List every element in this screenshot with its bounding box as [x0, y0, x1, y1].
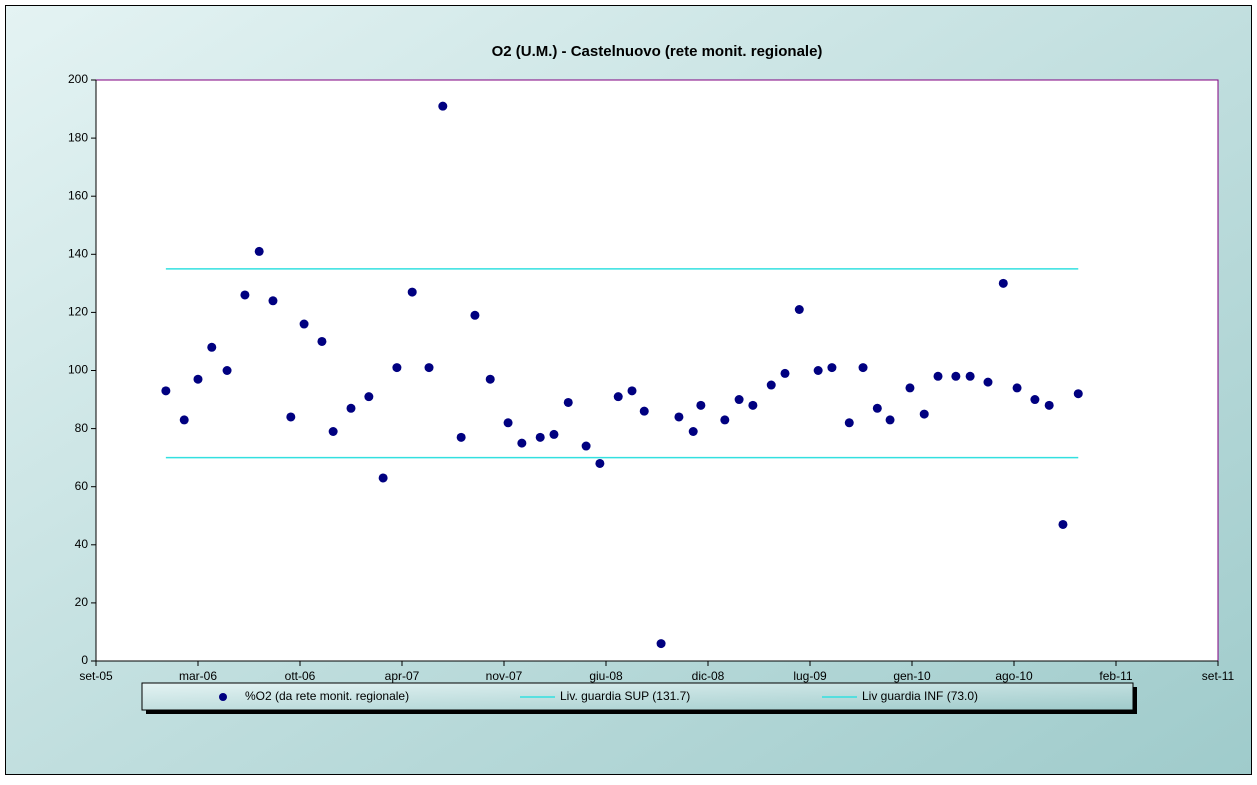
data-point: [656, 639, 666, 649]
data-point: [317, 336, 327, 346]
data-point: [766, 380, 776, 390]
x-tick-label: ott-06: [285, 669, 316, 683]
data-point: [1073, 389, 1083, 399]
data-point: [951, 371, 961, 381]
x-tick-label: feb-11: [1099, 669, 1132, 683]
data-point: [1030, 395, 1040, 405]
data-point: [535, 432, 545, 442]
data-point: [794, 304, 804, 314]
y-tick-label: 0: [81, 653, 88, 667]
data-point: [858, 363, 868, 373]
data-point: [1058, 519, 1068, 529]
y-tick-label: 120: [68, 305, 88, 319]
data-point: [1012, 383, 1022, 393]
x-tick-label: giu-08: [589, 669, 623, 683]
data-point: [161, 386, 171, 396]
data-point: [780, 368, 790, 378]
data-point: [627, 386, 637, 396]
data-point: [328, 427, 338, 437]
legend-label: %O2 (da rete monit. regionale): [245, 689, 409, 703]
data-point: [240, 290, 250, 300]
data-point: [378, 473, 388, 483]
x-tick-label: dic-08: [692, 669, 725, 683]
y-tick-label: 100: [68, 363, 88, 377]
x-tick-label: nov-07: [486, 669, 523, 683]
x-tick-label: gen-10: [893, 669, 931, 683]
data-point: [254, 246, 264, 256]
data-point: [998, 278, 1008, 288]
data-point: [485, 374, 495, 384]
data-point: [222, 366, 232, 375]
data-point: [299, 319, 309, 329]
data-point: [503, 418, 513, 428]
data-point: [563, 397, 573, 407]
chart-title: O2 (U.M.) - Castelnuovo (rete monit. reg…: [492, 43, 823, 60]
y-tick-label: 60: [75, 479, 89, 493]
legend-label: Liv. guardia SUP (131.7): [560, 689, 690, 703]
data-point: [613, 392, 623, 402]
data-point: [674, 412, 684, 422]
data-point: [919, 409, 929, 419]
data-point: [813, 366, 823, 375]
y-tick-label: 200: [68, 72, 88, 86]
data-point: [286, 412, 296, 422]
data-point: [179, 415, 189, 425]
data-point: [549, 429, 559, 439]
data-point: [424, 363, 434, 373]
y-tick-label: 80: [75, 421, 89, 435]
data-point: [595, 458, 605, 468]
y-tick-label: 160: [68, 188, 88, 202]
data-point: [734, 395, 744, 405]
data-point: [720, 415, 730, 425]
data-point: [581, 441, 591, 451]
x-tick-label: ago-10: [995, 669, 1033, 683]
y-tick-label: 20: [75, 595, 89, 609]
x-tick-label: apr-07: [385, 669, 420, 683]
data-point: [193, 374, 203, 384]
legend-label: Liv guardia INF (73.0): [862, 689, 978, 703]
x-tick-label: set-11: [1202, 669, 1235, 683]
data-point: [407, 287, 417, 297]
data-point: [696, 400, 706, 410]
data-point: [933, 371, 943, 381]
y-tick-label: 140: [68, 246, 88, 260]
y-tick-label: 40: [75, 537, 89, 551]
data-point: [885, 415, 895, 425]
data-point: [639, 406, 649, 416]
data-point: [392, 363, 402, 373]
plot-area: [95, 79, 1219, 662]
data-point: [688, 427, 698, 437]
data-point: [965, 371, 975, 381]
data-point: [346, 403, 356, 413]
data-point: [207, 342, 217, 352]
data-point: [844, 418, 854, 428]
x-tick-label: mar-06: [179, 669, 217, 683]
data-point: [983, 377, 993, 387]
legend: [141, 682, 1134, 711]
legend-marker: [219, 693, 227, 701]
x-tick-label: lug-09: [793, 669, 827, 683]
data-point: [827, 363, 837, 373]
data-point: [872, 403, 882, 413]
data-point: [456, 432, 466, 442]
y-tick-label: 180: [68, 130, 88, 144]
data-point: [470, 310, 480, 320]
data-point: [748, 400, 758, 410]
x-tick-label: set-05: [79, 669, 113, 683]
data-point: [1044, 400, 1054, 410]
data-point: [268, 296, 278, 306]
data-point: [364, 392, 374, 402]
data-point: [905, 383, 915, 393]
data-point: [517, 438, 527, 448]
data-point: [438, 101, 448, 111]
